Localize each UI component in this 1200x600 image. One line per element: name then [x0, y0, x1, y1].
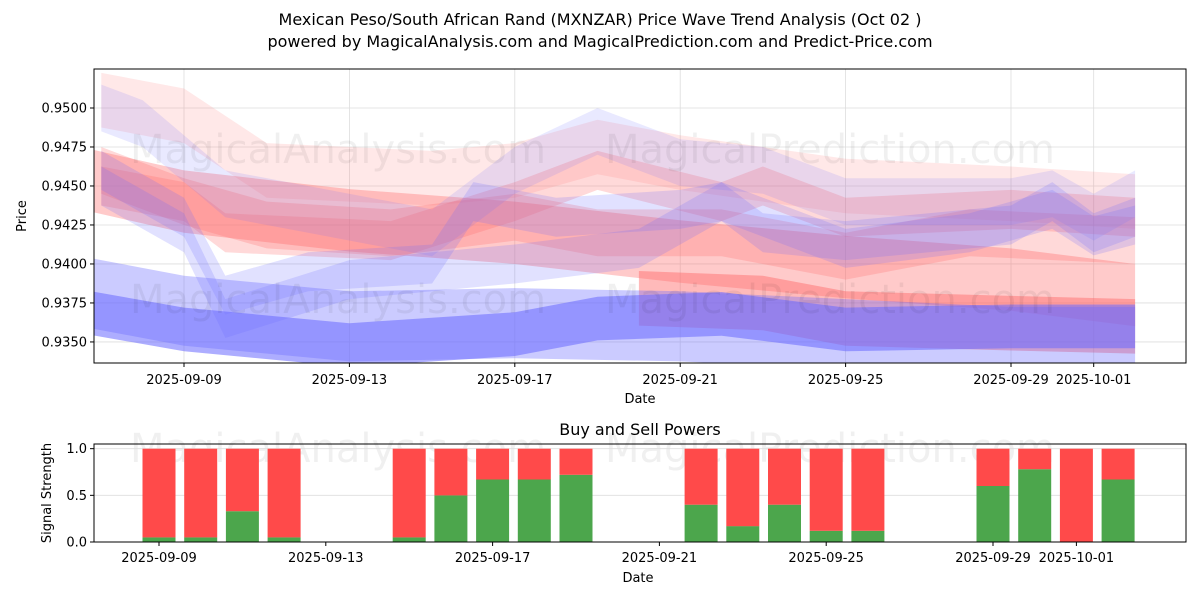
watermark-magical-prediction: MagicalPrediction.com [605, 127, 1055, 173]
signal-x-tick-label: 2025-09-25 [788, 551, 864, 566]
blue-band-1 [101, 84, 1136, 257]
sell-bar [267, 448, 301, 538]
price-y-tick-label: 0.9500 [42, 101, 88, 116]
blue-band-5 [94, 291, 1136, 363]
blue-band-2 [101, 150, 1136, 315]
buy-bar [517, 479, 551, 542]
signal-x-axis: 2025-09-09 2025-09-13 2025-09-17 2025-09-21… [121, 542, 1114, 566]
red-band-4 [101, 150, 1136, 261]
signal-bars [142, 448, 1135, 542]
sell-bar [142, 448, 176, 538]
buy-sell-title: Buy and Sell Powers [559, 420, 721, 439]
chart-title-line-2: powered by MagicalAnalysis.com and Magic… [267, 32, 933, 51]
price-y-axis: 0.9350 0.9375 0.9400 0.9425 0.9450 0.9475 0.95… [42, 101, 94, 350]
buy-bar [559, 474, 593, 542]
buy-bar [768, 504, 801, 542]
sell-bar [1059, 448, 1093, 542]
buy-bar [726, 526, 760, 542]
price-y-tick-label: 0.9400 [42, 257, 88, 272]
signal-x-axis-label: Date [622, 571, 653, 586]
buy-bar [142, 537, 176, 542]
signal-x-tick-label: 2025-09-21 [622, 551, 698, 566]
price-x-tick-label: 2025-09-13 [312, 373, 388, 388]
buy-bar [1018, 469, 1052, 542]
buy-bar [476, 479, 510, 542]
sell-bar [809, 448, 843, 531]
buy-bar [267, 537, 301, 542]
watermark-magical-prediction: MagicalPrediction.com [605, 277, 1055, 323]
price-wave-bands [94, 72, 1136, 363]
price-y-tick-label: 0.9425 [42, 218, 88, 233]
sell-bar [1018, 448, 1052, 470]
sell-bar [1101, 448, 1135, 480]
signal-plot-frame [93, 443, 1187, 543]
red-band-1 [101, 72, 1136, 229]
buy-bar [1101, 479, 1135, 542]
price-y-axis-label: Price [15, 200, 30, 232]
price-x-tick-label: 2025-09-25 [808, 373, 884, 388]
signal-x-tick-label: 2025-09-09 [121, 551, 197, 566]
watermark-magical-analysis: MagicalAnalysis.com [130, 277, 546, 323]
price-plot-frame [93, 68, 1187, 364]
signal-x-tick-label: 2025-09-17 [455, 551, 531, 566]
buy-bar [392, 537, 426, 542]
buy-bar [976, 486, 1010, 542]
sell-bar [476, 448, 510, 480]
price-watermarks: MagicalAnalysis.com MagicalPrediction.co… [130, 127, 1055, 323]
sell-bar [726, 448, 760, 527]
signal-y-tick-label: 1.0 [66, 442, 87, 457]
price-x-tick-label: 2025-09-21 [642, 373, 718, 388]
sell-bar [184, 448, 218, 538]
signal-y-tick-label: 0.0 [66, 536, 87, 551]
price-x-tick-label: 2025-09-29 [973, 373, 1049, 388]
price-x-tick-label: 2025-10-01 [1056, 373, 1132, 388]
signal-y-axis-label: Signal Strength [40, 443, 55, 543]
price-x-tick-label: 2025-09-17 [477, 373, 553, 388]
signal-x-tick-label: 2025-09-13 [288, 551, 364, 566]
price-x-tick-label: 2025-09-09 [146, 373, 222, 388]
price-x-axis-label: Date [624, 392, 655, 407]
price-x-axis: 2025-09-09 2025-09-13 2025-09-17 2025-09-21… [146, 363, 1131, 388]
buy-bar [851, 530, 885, 542]
price-y-tick-label: 0.9375 [42, 296, 88, 311]
sell-bar [684, 448, 718, 505]
signal-y-tick-label: 0.5 [66, 489, 87, 504]
chart-title-line-1: Mexican Peso/South African Rand (MXNZAR)… [278, 10, 922, 29]
sell-bar [517, 448, 551, 480]
buy-bar [809, 530, 843, 542]
buy-bar [684, 504, 718, 542]
red-band-2 [94, 150, 1136, 327]
blue-band-3 [101, 166, 1136, 338]
sell-bar [434, 448, 468, 496]
sell-bar [225, 448, 259, 512]
sell-bar [392, 448, 426, 538]
signal-y-axis: 0.0 0.5 1.0 [66, 442, 94, 551]
price-y-tick-label: 0.9475 [42, 140, 88, 155]
sell-bar [851, 448, 885, 531]
buy-bar [434, 495, 468, 542]
buy-bar [225, 511, 259, 542]
red-band-3 [101, 147, 1136, 280]
sell-bar [976, 448, 1010, 486]
buy-bar [184, 537, 218, 542]
watermark-magical-analysis: MagicalAnalysis.com [130, 127, 546, 173]
signal-x-tick-label: 2025-09-29 [955, 551, 1031, 566]
sell-bar [559, 448, 593, 475]
sell-bar [768, 448, 801, 505]
price-y-tick-label: 0.9350 [42, 335, 88, 350]
signal-x-tick-label: 2025-10-01 [1039, 551, 1115, 566]
price-y-tick-label: 0.9450 [42, 179, 88, 194]
